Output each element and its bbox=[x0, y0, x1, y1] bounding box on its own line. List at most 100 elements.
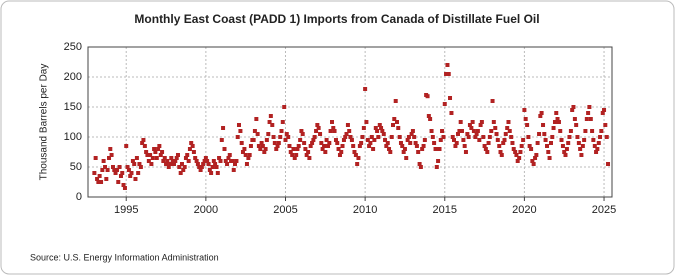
point bbox=[580, 144, 585, 148]
point bbox=[416, 150, 421, 154]
point bbox=[440, 129, 445, 133]
point bbox=[236, 123, 241, 127]
point bbox=[455, 132, 460, 136]
point bbox=[263, 147, 268, 151]
point bbox=[572, 117, 577, 121]
point bbox=[591, 138, 596, 142]
point bbox=[454, 141, 459, 145]
point bbox=[336, 147, 341, 151]
point bbox=[606, 162, 611, 166]
point bbox=[444, 72, 449, 76]
point bbox=[344, 132, 349, 136]
point bbox=[420, 147, 425, 151]
point bbox=[299, 129, 304, 133]
point bbox=[546, 150, 551, 154]
point bbox=[400, 144, 405, 148]
point bbox=[450, 135, 455, 139]
point bbox=[410, 129, 415, 133]
point bbox=[268, 114, 273, 118]
point bbox=[501, 141, 506, 145]
x-tick-label: 2015 bbox=[433, 204, 457, 216]
point bbox=[506, 120, 511, 124]
point bbox=[124, 144, 129, 148]
point bbox=[172, 162, 177, 166]
point bbox=[243, 153, 248, 157]
point bbox=[283, 138, 288, 142]
point bbox=[175, 153, 180, 157]
point bbox=[481, 135, 486, 139]
point bbox=[255, 132, 260, 136]
point bbox=[514, 153, 519, 157]
point bbox=[421, 144, 426, 148]
point bbox=[315, 123, 320, 127]
point bbox=[209, 171, 214, 175]
point bbox=[260, 144, 265, 148]
point bbox=[226, 156, 231, 160]
point bbox=[470, 120, 475, 124]
point bbox=[319, 141, 324, 145]
point bbox=[463, 150, 468, 154]
point bbox=[248, 144, 253, 148]
point bbox=[274, 147, 279, 151]
point bbox=[275, 144, 280, 148]
point bbox=[596, 141, 601, 145]
point bbox=[567, 135, 572, 139]
point bbox=[125, 165, 130, 169]
point bbox=[521, 138, 526, 142]
point bbox=[537, 132, 542, 136]
point bbox=[531, 162, 536, 166]
point bbox=[356, 156, 361, 160]
point bbox=[361, 126, 366, 130]
point bbox=[203, 156, 208, 160]
point bbox=[359, 141, 364, 145]
point bbox=[108, 147, 113, 151]
point bbox=[177, 165, 182, 169]
point bbox=[428, 117, 433, 121]
y-axis-label: Thousand Barrels per Day bbox=[39, 64, 50, 181]
point bbox=[107, 156, 112, 160]
point bbox=[432, 141, 437, 145]
plot-area: 0 50 100 150 200 250 1995 2000 2005 2010 2015 2020 2… bbox=[64, 41, 617, 216]
point bbox=[242, 147, 247, 151]
point bbox=[461, 138, 466, 142]
point bbox=[388, 150, 393, 154]
point bbox=[227, 153, 232, 157]
point bbox=[206, 162, 211, 166]
point bbox=[218, 159, 223, 163]
point bbox=[497, 144, 502, 148]
point bbox=[502, 138, 507, 142]
point bbox=[181, 168, 186, 172]
point bbox=[129, 171, 134, 175]
point bbox=[385, 141, 390, 145]
point bbox=[168, 162, 173, 166]
point bbox=[409, 132, 414, 136]
point bbox=[138, 165, 143, 169]
point bbox=[186, 159, 191, 163]
point bbox=[153, 150, 158, 154]
point bbox=[210, 165, 215, 169]
point bbox=[306, 150, 311, 154]
point bbox=[111, 165, 116, 169]
y-tick-label: 150 bbox=[64, 101, 82, 113]
point bbox=[296, 144, 301, 148]
point bbox=[578, 147, 583, 151]
point bbox=[207, 168, 212, 172]
point bbox=[246, 156, 251, 160]
point bbox=[389, 135, 394, 139]
point bbox=[97, 174, 102, 178]
plot-border bbox=[87, 46, 613, 198]
point bbox=[96, 180, 101, 184]
point bbox=[118, 174, 123, 178]
y-tick-label: 200 bbox=[64, 71, 82, 83]
point bbox=[134, 156, 139, 160]
point bbox=[523, 117, 528, 121]
point bbox=[363, 87, 368, 91]
point bbox=[493, 126, 498, 130]
point bbox=[308, 144, 313, 148]
point bbox=[254, 117, 259, 121]
point bbox=[426, 114, 431, 118]
point bbox=[337, 153, 342, 157]
point bbox=[259, 141, 264, 145]
point bbox=[187, 147, 192, 151]
point bbox=[179, 162, 184, 166]
